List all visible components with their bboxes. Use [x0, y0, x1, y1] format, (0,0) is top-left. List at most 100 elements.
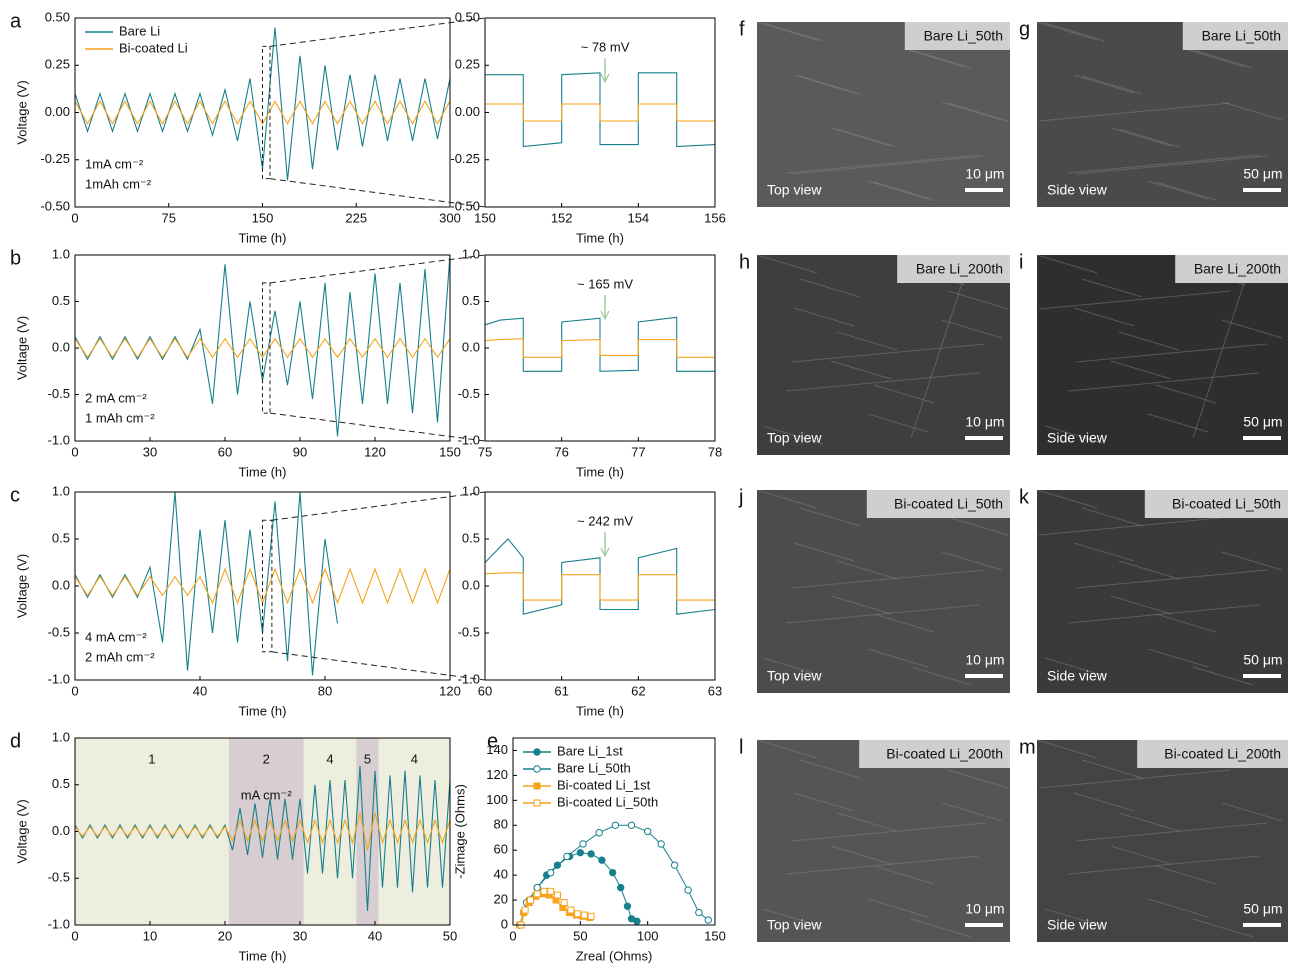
texture: [793, 74, 855, 94]
point: [547, 868, 555, 877]
texture: [1221, 101, 1283, 121]
texture: [947, 290, 1009, 310]
y-tick-label: -0.5: [48, 386, 70, 401]
x-axis-label: Time (h): [239, 464, 287, 479]
y-tick-label: 0.5: [462, 530, 480, 545]
y-tick-label: 1.0: [462, 246, 480, 261]
y-tick-label: -1.0: [458, 432, 480, 447]
note: 1mAh cm⁻²: [85, 176, 152, 191]
texture: [1038, 290, 1231, 310]
legend-label: Bare Li_50th: [557, 760, 631, 775]
texture: [1073, 542, 1135, 562]
x-tick-label: 60: [218, 444, 232, 459]
image-label: Bi-coated Li_50th: [1172, 496, 1281, 512]
y-tick-label: 0.0: [52, 339, 70, 354]
texture: [1081, 507, 1143, 527]
texture: [1038, 102, 1231, 122]
view-label: Top view: [767, 917, 822, 933]
point: [580, 911, 588, 919]
series-line: [484, 338, 715, 358]
note: 4 mA cm⁻²: [85, 629, 147, 644]
point: [684, 886, 692, 894]
texture: [793, 792, 855, 812]
annotation-head: [600, 310, 610, 321]
y-tick-label: 1.0: [52, 483, 70, 498]
texture: [830, 845, 892, 865]
annotation: ~ 78 mV: [581, 39, 630, 54]
zoom-guide: [269, 254, 486, 284]
texture: [867, 898, 929, 918]
sem-image: [757, 490, 1010, 693]
label-box: [1137, 740, 1288, 768]
x-tick-label: 30: [143, 444, 157, 459]
texture: [791, 822, 986, 842]
scale-bar: [965, 923, 1003, 927]
x-tick-label: 0: [71, 444, 78, 459]
texture: [904, 48, 966, 68]
region-label: 5: [364, 751, 371, 766]
texture: [1036, 489, 1098, 509]
point: [574, 910, 582, 918]
point: [704, 916, 712, 924]
scale-bar: [965, 188, 1003, 192]
panel-letter: l: [739, 736, 743, 758]
texture: [1044, 908, 1106, 928]
y-tick-label: 1.0: [52, 246, 70, 261]
point: [657, 840, 665, 848]
x-axis-label: Time (h): [576, 230, 624, 245]
texture: [947, 769, 1009, 789]
image-label: Bare Li_200th: [1194, 261, 1281, 277]
legend-marker: [533, 748, 541, 756]
y-tick-label: 0.0: [462, 339, 480, 354]
scale-bar: [1243, 923, 1281, 927]
x-tick-label: 300: [439, 210, 461, 225]
panel-letter: c: [10, 484, 20, 506]
sem-image: [1037, 740, 1288, 942]
annotation: ~ 165 mV: [577, 276, 633, 291]
x-tick-label: 40: [368, 928, 382, 943]
y-tick-label: -0.25: [450, 151, 480, 166]
region-label: 4: [411, 751, 418, 766]
y-tick-label: -0.5: [48, 870, 70, 885]
view-label: Top view: [767, 430, 822, 446]
y-tick-label: -1.0: [458, 671, 480, 686]
texture: [1081, 75, 1143, 95]
label-box: [1182, 22, 1288, 50]
y-tick-label: 0.5: [52, 293, 70, 308]
y-tick-label: -0.50: [40, 198, 70, 213]
texture: [836, 812, 898, 832]
series-line: [74, 491, 339, 676]
point: [627, 821, 636, 829]
x-tick-label: 152: [551, 210, 573, 225]
y-tick-label: 0.00: [455, 104, 480, 119]
texture: [947, 102, 1009, 122]
x-axis-label: Time (h): [239, 703, 287, 718]
panel-letter: i: [1019, 251, 1023, 273]
x-tick-label: 150: [704, 928, 726, 943]
zoom-box: [262, 282, 271, 414]
note: 1 mAh cm⁻²: [85, 410, 155, 425]
y-tick-label: 0: [501, 916, 508, 931]
texture: [1110, 360, 1172, 380]
y-tick-label: 0.5: [462, 293, 480, 308]
texture: [1118, 560, 1180, 580]
texture: [785, 372, 980, 392]
point: [587, 912, 595, 920]
region-note: mA cm⁻²: [241, 787, 293, 802]
y-tick-label: 60: [494, 842, 508, 857]
y-tick-label: 0.50: [45, 9, 70, 24]
x-tick-label: 77: [631, 444, 645, 459]
texture: [1110, 845, 1172, 865]
x-tick-label: 60: [478, 683, 492, 698]
texture: [791, 569, 986, 589]
y-tick-label: -0.5: [48, 624, 70, 639]
annotation: ~ 242 mV: [577, 513, 633, 528]
texture: [799, 278, 861, 298]
x-tick-label: 90: [293, 444, 307, 459]
x-tick-label: 76: [554, 444, 568, 459]
texture: [756, 739, 818, 759]
texture: [947, 516, 1009, 536]
point: [579, 840, 587, 848]
legend-label: Bi-coated Li_50th: [557, 794, 658, 809]
